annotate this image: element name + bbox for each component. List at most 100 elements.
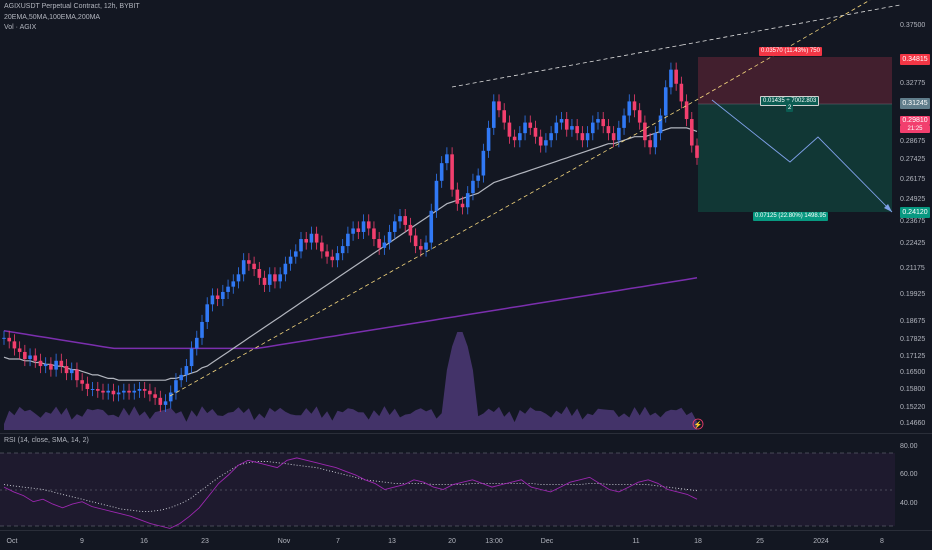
candle-body	[361, 221, 366, 232]
price-tick: 0.15800	[900, 386, 926, 393]
candle-body	[257, 269, 262, 278]
price-tick: 0.27425	[900, 156, 926, 163]
candle-body	[622, 115, 626, 128]
candle-body	[148, 390, 152, 395]
time-axis-separator	[0, 530, 932, 531]
candle-body	[314, 233, 319, 243]
candle-body	[236, 274, 241, 282]
symbol-title[interactable]: AGIXUSDT Perpetual Contract, 12h, BYBIT	[4, 3, 140, 10]
entry-label-2: 2	[786, 104, 794, 112]
entry-price-badge[interactable]: 0.31245	[900, 98, 930, 109]
rsi-tick: 60.00	[900, 471, 918, 478]
rsi-tick: 40.00	[900, 500, 918, 507]
candle-body	[12, 341, 17, 349]
stop-label[interactable]: 0.03570 (11.43%) 750	[759, 47, 822, 56]
time-tick: 13:00	[485, 538, 503, 545]
candle-body	[627, 101, 632, 116]
candle-body	[252, 263, 256, 270]
candle-body	[637, 110, 642, 123]
candle-body	[366, 221, 371, 229]
price-tick: 0.32775	[900, 80, 926, 87]
time-tick: Nov	[277, 538, 291, 545]
lightning-icon[interactable]	[692, 418, 704, 430]
candle-body	[59, 360, 64, 367]
volume-legend[interactable]: Vol · AGIX	[4, 24, 37, 31]
time-tick: 13	[388, 538, 396, 545]
candle-body	[523, 122, 527, 134]
candle-body	[101, 390, 105, 393]
candle-body	[85, 383, 90, 390]
rsi-tick: 80.00	[900, 443, 918, 450]
candle-body	[273, 274, 277, 282]
candle-body	[106, 390, 111, 393]
candle-body	[184, 366, 189, 375]
candles	[2, 62, 699, 412]
candle-body	[533, 127, 538, 137]
candle-body	[559, 119, 564, 123]
candle-body	[471, 180, 475, 194]
candle-body	[215, 295, 220, 300]
time-tick: 18	[694, 538, 702, 545]
ma-legend[interactable]: 20EMA,50MA,100EMA,200MA	[4, 14, 101, 21]
candle-body	[460, 203, 465, 208]
candle-body	[419, 246, 423, 250]
price-tick: 0.21175	[900, 265, 925, 272]
rsi-band	[0, 453, 895, 526]
candle-body	[335, 253, 340, 261]
candle-body	[544, 140, 548, 146]
upper-channel-extension[interactable]	[681, 4, 901, 46]
candle-body	[194, 337, 199, 349]
lower-trend-line[interactable]	[169, 97, 701, 397]
candle-body	[601, 119, 606, 127]
candle-body	[23, 351, 27, 360]
projection-path[interactable]	[711, 99, 893, 213]
candle-body	[476, 175, 480, 181]
candle-body	[674, 69, 678, 84]
target-label[interactable]: 0.07125 (22.80%) 1498.95	[753, 212, 829, 221]
candle-body	[221, 291, 225, 300]
time-tick: 2024	[813, 538, 829, 545]
candle-body	[481, 150, 486, 176]
candle-body	[465, 193, 470, 208]
time-tick: 11	[632, 538, 640, 545]
candle-body	[293, 251, 298, 257]
candle-body	[54, 360, 58, 370]
candle-body	[617, 127, 621, 141]
candle-body	[663, 87, 668, 116]
candle-body	[512, 136, 517, 141]
upper-channel-line[interactable]	[451, 44, 683, 88]
time-tick: 25	[756, 538, 764, 545]
pane-separator[interactable]	[0, 433, 932, 434]
candle-body	[596, 119, 600, 123]
candle-body	[304, 239, 309, 243]
rsi-legend[interactable]: RSI (14, close, SMA, 14, 2)	[4, 437, 89, 444]
candle-body	[606, 126, 611, 134]
current-price-badge[interactable]: 0.29810	[900, 116, 930, 125]
candle-body	[158, 397, 163, 405]
price-tick: 0.17125	[900, 353, 926, 360]
time-tick: 8	[880, 538, 884, 545]
bottom-price-badge[interactable]: 0.24120	[900, 207, 930, 218]
candle-body	[491, 101, 496, 128]
time-tick: 20	[448, 538, 456, 545]
ma50-line	[3, 127, 698, 381]
candle-body	[320, 242, 324, 252]
candle-body	[28, 355, 32, 360]
top-price-badge[interactable]: 0.34815	[900, 54, 930, 65]
candle-body	[111, 390, 116, 395]
price-tick: 0.24925	[900, 196, 926, 203]
volume-area	[4, 332, 697, 430]
candle-body	[153, 394, 157, 398]
candle-body	[163, 401, 168, 405]
candle-body	[49, 364, 53, 370]
candle-body	[648, 140, 652, 148]
candle-body	[445, 154, 449, 164]
candle-body	[689, 119, 694, 146]
rsi-lines	[3, 457, 698, 529]
candle-body	[142, 389, 147, 391]
candle-body	[122, 390, 126, 393]
candle-body	[231, 281, 236, 287]
candle-body	[75, 369, 79, 381]
candle-body	[486, 127, 491, 151]
